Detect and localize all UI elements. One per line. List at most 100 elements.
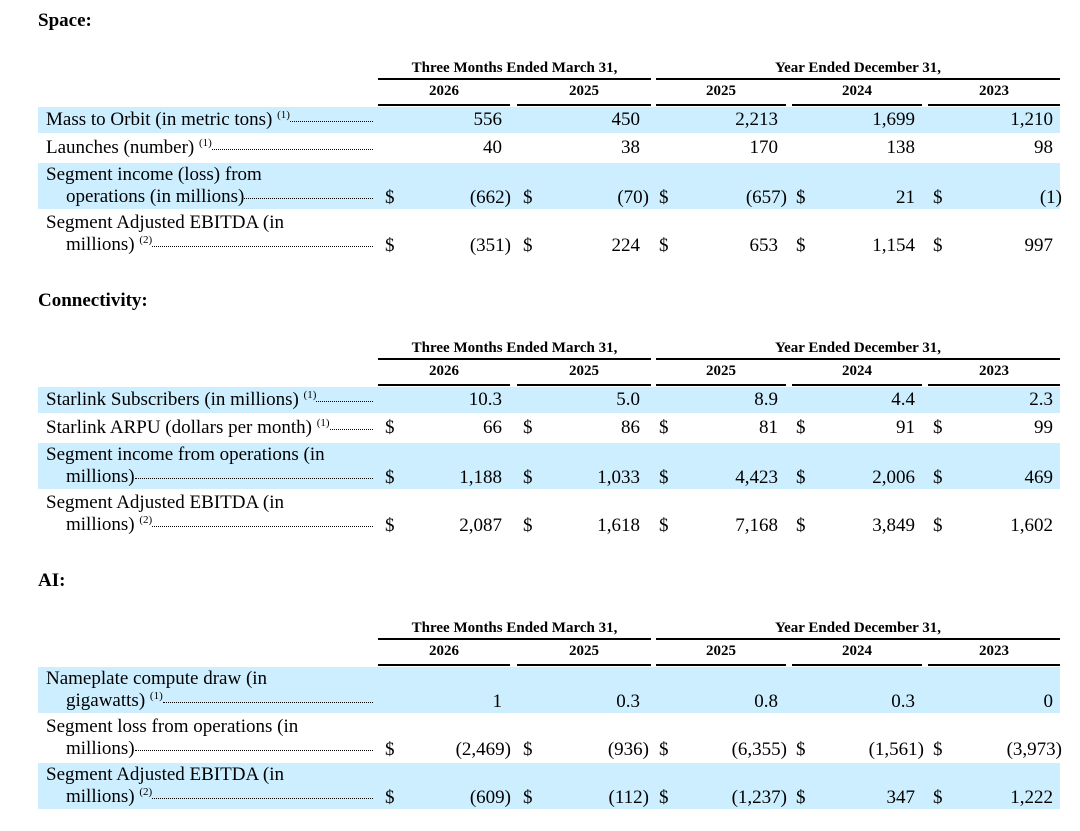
- leader-dots: [152, 526, 373, 527]
- row-label: Mass to Orbit (in metric tons) (1): [46, 109, 373, 131]
- table-row: Segment Adjusted EBITDA (in millions) (2): [38, 211, 1060, 257]
- year-column-header: 2025: [569, 363, 599, 379]
- row-label: Launches (number) (1): [46, 137, 373, 159]
- cell-value: 7,168: [735, 515, 778, 536]
- year-column-header: 2023: [979, 363, 1009, 379]
- row-label-text: Segment income from operations (in: [46, 444, 325, 465]
- cell-value: 99: [1034, 417, 1053, 438]
- year-column-header: 2026: [429, 83, 459, 99]
- currency-symbol: $: [385, 187, 395, 208]
- cell-value: 1,699: [872, 109, 915, 130]
- year-column-header: 2024: [842, 363, 872, 379]
- cell-value: 1,602: [1010, 515, 1053, 536]
- cell-value: (662): [469, 187, 511, 208]
- currency-symbol: $: [933, 739, 943, 760]
- year-column-header: 2026: [429, 363, 459, 379]
- cell-value: 2,006: [872, 467, 915, 488]
- cell-value: 0: [1043, 691, 1054, 712]
- currency-symbol: $: [796, 235, 806, 256]
- section-title-connectivity: Connectivity:: [38, 290, 148, 311]
- section-title-space: Space:: [38, 10, 92, 31]
- cell-value: 2,213: [735, 109, 778, 130]
- cell-value: (936): [607, 739, 649, 760]
- cell-value: (70): [617, 187, 649, 208]
- footnote-marker: (1): [199, 137, 212, 149]
- row-label-text: Segment Adjusted EBITDA (in: [46, 764, 285, 785]
- year-column-rule: [378, 384, 510, 386]
- table-row: Segment income from operations (in millio…: [38, 443, 1060, 489]
- year-column-rule: [517, 664, 651, 666]
- year-column-rule: [792, 104, 922, 106]
- table-row: Nameplate compute draw (in gigawatts) (1): [38, 667, 1060, 713]
- table-row: Segment loss from operations (in millions…: [38, 715, 1060, 761]
- currency-symbol: $: [523, 417, 533, 438]
- row-label-text: millions): [66, 786, 135, 807]
- cell-value: (1): [1039, 187, 1062, 208]
- cell-value: 1,188: [459, 467, 502, 488]
- row-label-text: Segment Adjusted EBITDA (in: [46, 492, 285, 513]
- row-label-text: Segment Adjusted EBITDA (in: [46, 212, 285, 233]
- currency-symbol: $: [933, 187, 943, 208]
- year-column-header: 2025: [569, 83, 599, 99]
- cell-value: 4,423: [735, 467, 778, 488]
- table-row: Starlink Subscribers (in millions) (1): [38, 387, 1060, 413]
- row-label: Segment Adjusted EBITDA (in millions) (2): [46, 212, 373, 256]
- row-label-text: millions): [66, 514, 135, 535]
- cell-value: 997: [1024, 235, 1054, 256]
- year-column-rule: [928, 664, 1060, 666]
- currency-symbol: $: [659, 187, 669, 208]
- cell-value: 138: [886, 137, 916, 158]
- year-column-rule: [656, 104, 786, 106]
- footnote-marker: (1): [277, 109, 290, 121]
- period-group-rule: [656, 78, 1060, 80]
- cell-value: (351): [469, 235, 511, 256]
- year-column-header: 2024: [842, 83, 872, 99]
- currency-symbol: $: [523, 787, 533, 808]
- currency-symbol: $: [523, 739, 533, 760]
- cell-value: 1,222: [1010, 787, 1053, 808]
- currency-symbol: $: [796, 417, 806, 438]
- cell-value: 653: [749, 235, 779, 256]
- cell-value: 1,154: [872, 235, 915, 256]
- cell-value: (609): [469, 787, 511, 808]
- year-column-header: 2023: [979, 83, 1009, 99]
- leader-dots: [211, 149, 373, 150]
- currency-symbol: $: [796, 515, 806, 536]
- footnote-marker: (1): [303, 389, 317, 401]
- cell-value: 8.9: [754, 389, 778, 410]
- cell-value: (1,237): [731, 787, 787, 808]
- cell-value: 10.3: [468, 389, 502, 410]
- period-group-rule: [656, 638, 1060, 640]
- row-label-text: gigawatts): [66, 690, 146, 711]
- row-label-text: Launches (number): [46, 137, 195, 158]
- cell-value: 91: [896, 417, 915, 438]
- currency-symbol: $: [385, 467, 395, 488]
- row-label-text: millions): [66, 466, 135, 487]
- leader-dots: [329, 429, 373, 430]
- row-label-text: Segment loss from operations (in: [46, 716, 299, 737]
- period-group-rule: [378, 638, 651, 640]
- cell-value: 66: [483, 417, 502, 438]
- year-column-rule: [792, 664, 922, 666]
- currency-symbol: $: [385, 235, 395, 256]
- year-column-rule: [656, 384, 786, 386]
- row-label: Segment income (loss) from operations (in…: [46, 164, 373, 208]
- row-label: Segment income from operations (in millio…: [46, 444, 373, 488]
- year-column-rule: [378, 664, 510, 666]
- table-row: Starlink ARPU (dollars per month) (1): [38, 415, 1060, 441]
- cell-value: (2,469): [455, 739, 511, 760]
- cell-value: (657): [745, 187, 787, 208]
- currency-symbol: $: [933, 235, 943, 256]
- cell-value: 3,849: [872, 515, 915, 536]
- year-column-header: 2025: [706, 83, 736, 99]
- table-row: Segment income (loss) from operations (in…: [38, 163, 1060, 209]
- row-label-text: millions): [66, 234, 135, 255]
- leader-dots: [244, 198, 373, 199]
- year-column-header: 2025: [569, 643, 599, 659]
- cell-value: 1,033: [597, 467, 640, 488]
- leader-dots: [316, 401, 373, 402]
- period-group-rule: [378, 78, 651, 80]
- cell-value: 0.8: [754, 691, 778, 712]
- row-label-text: operations (in millions): [66, 186, 245, 207]
- period-group-header: Year Ended December 31,: [774, 620, 942, 636]
